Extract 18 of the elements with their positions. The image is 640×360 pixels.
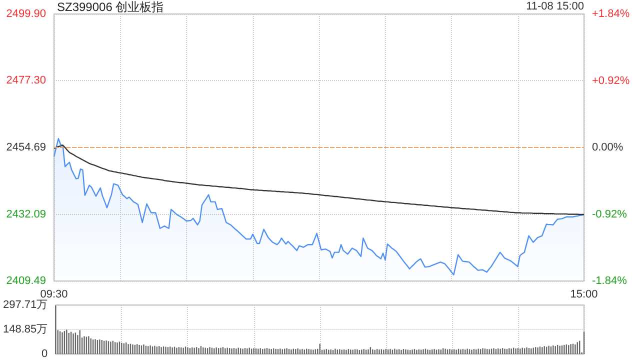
y-tick-label: 297.71万 [2, 299, 48, 311]
y-tick-label: 2432.09 [6, 208, 46, 220]
line-series [53, 144, 585, 216]
text: 11-08 15:00 [526, 0, 584, 12]
y2-tick-label: -1.84% [592, 275, 628, 287]
chart-title: SZ399006 创业板指 [57, 0, 164, 14]
y-tick-label: 2477.30 [6, 74, 46, 87]
y-tick-label: 2454.69 [6, 142, 46, 154]
y2-tick-label: -0.92% [592, 208, 628, 220]
y-tick-label: 2409.49 [6, 275, 46, 287]
y2-tick-label: 0.00% [592, 142, 624, 154]
y-tick-label: 2499.90 [6, 8, 46, 20]
y2-tick-label: +0.92% [592, 74, 630, 87]
x-tick-label: 15:00 [570, 288, 598, 300]
x-tick-label: 09:30 [40, 288, 68, 300]
y2-tick-label: +1.84% [592, 8, 630, 20]
y-tick-label: 0 [42, 348, 48, 360]
y-tick-label: 148.85万 [2, 324, 48, 336]
